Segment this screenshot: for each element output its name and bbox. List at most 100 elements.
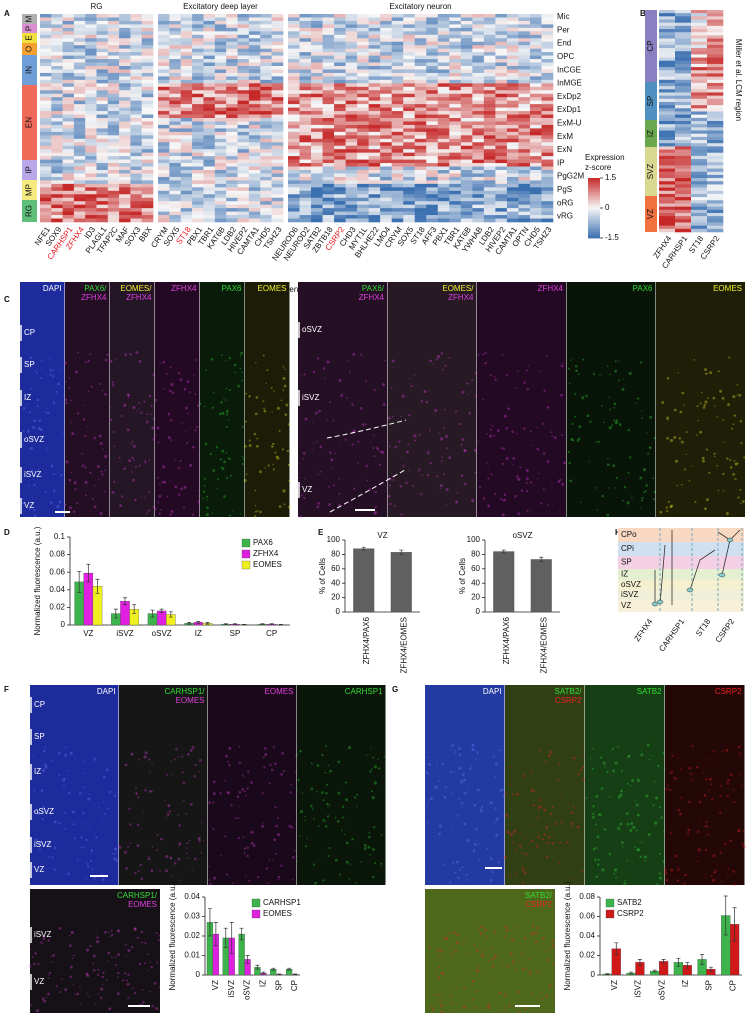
micrograph-speck (351, 403, 354, 406)
heatmap-cell (472, 100, 485, 105)
heatmap-cell (472, 17, 485, 22)
heatmap-cell (495, 86, 508, 91)
heatmap-cell (659, 155, 676, 160)
heatmap-cell (460, 41, 473, 46)
heatmap-cell (368, 52, 381, 56)
heatmap-cell (334, 135, 346, 140)
heatmap-cell (271, 131, 284, 136)
micrograph-speck (557, 480, 561, 484)
heatmap-cell (675, 63, 692, 68)
heatmap-cell (271, 93, 284, 98)
heatmap-cell (40, 208, 52, 212)
heatmap-cell (214, 149, 227, 153)
heatmap-cell (495, 45, 508, 49)
heatmap-cell (73, 173, 86, 178)
heatmap-cell (85, 201, 97, 205)
micrograph-speck (165, 854, 169, 858)
micrograph-speck (299, 834, 301, 837)
heatmap-cell (51, 52, 63, 56)
micrograph-speck (63, 811, 66, 814)
heatmap-cell (271, 159, 284, 164)
cell-type-label: vRG (557, 212, 573, 221)
heatmap-cell (495, 66, 508, 70)
heatmap-cell (368, 159, 381, 164)
heatmap-cell (707, 98, 724, 103)
heatmap-cell (449, 93, 462, 98)
micrograph-speck (327, 764, 330, 767)
heatmap-cell (529, 145, 542, 150)
heatmap-cell (130, 166, 142, 171)
micrograph-speck (71, 421, 73, 424)
micrograph-speck (702, 406, 706, 409)
heatmap-cell (214, 138, 227, 143)
heatmap-cell (299, 204, 312, 209)
heatmap-cell (96, 114, 109, 119)
heatmap-cell (73, 145, 86, 150)
heatmap-cell (472, 156, 485, 160)
micrograph-speck (484, 351, 487, 354)
heatmap-cell (495, 55, 508, 60)
micrograph-speck (545, 855, 549, 859)
micrograph-speck (677, 372, 680, 374)
heatmap-cell (119, 24, 131, 29)
micrograph-speck (165, 372, 168, 375)
heatmap-cell (311, 31, 323, 36)
region-label: iSVZ (302, 393, 319, 402)
heatmap-cell (96, 93, 109, 98)
heatmap-cell (141, 218, 154, 223)
heatmap-cell (73, 118, 86, 122)
heatmap-cell (707, 197, 724, 201)
heatmap-cell (130, 83, 142, 88)
heatmap-cell (675, 130, 692, 134)
heatmap-cell (271, 124, 284, 129)
micrograph-speck (505, 824, 508, 827)
heatmap-cell (180, 149, 193, 153)
heatmap-cell (529, 27, 542, 32)
heatmap-cell (659, 32, 676, 36)
micrograph-speck (270, 445, 273, 448)
heatmap-cell (203, 118, 216, 122)
heatmap-cell (203, 48, 216, 53)
micrograph-speck (489, 879, 493, 882)
micrograph-speck (70, 930, 74, 935)
heatmap-cell (380, 59, 392, 63)
heatmap-cell (322, 83, 335, 88)
heatmap-cell (203, 83, 216, 88)
micrograph-speck (369, 853, 371, 856)
micrograph-speck (634, 800, 636, 802)
micrograph-speck (451, 1001, 454, 1005)
micrograph-speck (76, 502, 79, 505)
heatmap-cell (311, 201, 323, 205)
micrograph-speck (35, 1009, 40, 1013)
cell-type-label: ExM-U (557, 119, 582, 128)
micrograph-speck (442, 368, 445, 371)
micrograph-speck (299, 749, 302, 753)
micrograph-speck (512, 457, 515, 460)
heatmap-cell (460, 100, 473, 105)
micrograph-speck (515, 387, 517, 390)
micrograph-speck (639, 507, 642, 509)
micrograph-speck (132, 987, 134, 990)
micrograph-speck (528, 958, 531, 961)
micrograph-speck (670, 504, 674, 508)
heatmap-cell (288, 24, 300, 29)
heatmap-cell (214, 121, 227, 126)
heatmap-cell (311, 24, 323, 29)
micrograph-speck (477, 819, 479, 822)
heatmap-cell (119, 17, 131, 22)
micrograph-speck (512, 938, 515, 941)
heatmap-cell (414, 131, 427, 136)
micrograph-speck (180, 487, 183, 491)
micrograph-speck (100, 987, 104, 991)
micrograph-speck (641, 499, 644, 502)
heatmap-cell (288, 156, 300, 160)
micrograph-speck (480, 954, 483, 957)
heatmap-cell (691, 130, 708, 134)
micrograph-signal (20, 282, 65, 517)
micrograph-speck (243, 847, 246, 850)
heatmap-cell (449, 166, 462, 171)
heatmap-cell (248, 27, 261, 32)
micrograph-speck (536, 818, 539, 821)
micrograph-speck (375, 446, 379, 449)
heatmap-cell (483, 59, 496, 63)
